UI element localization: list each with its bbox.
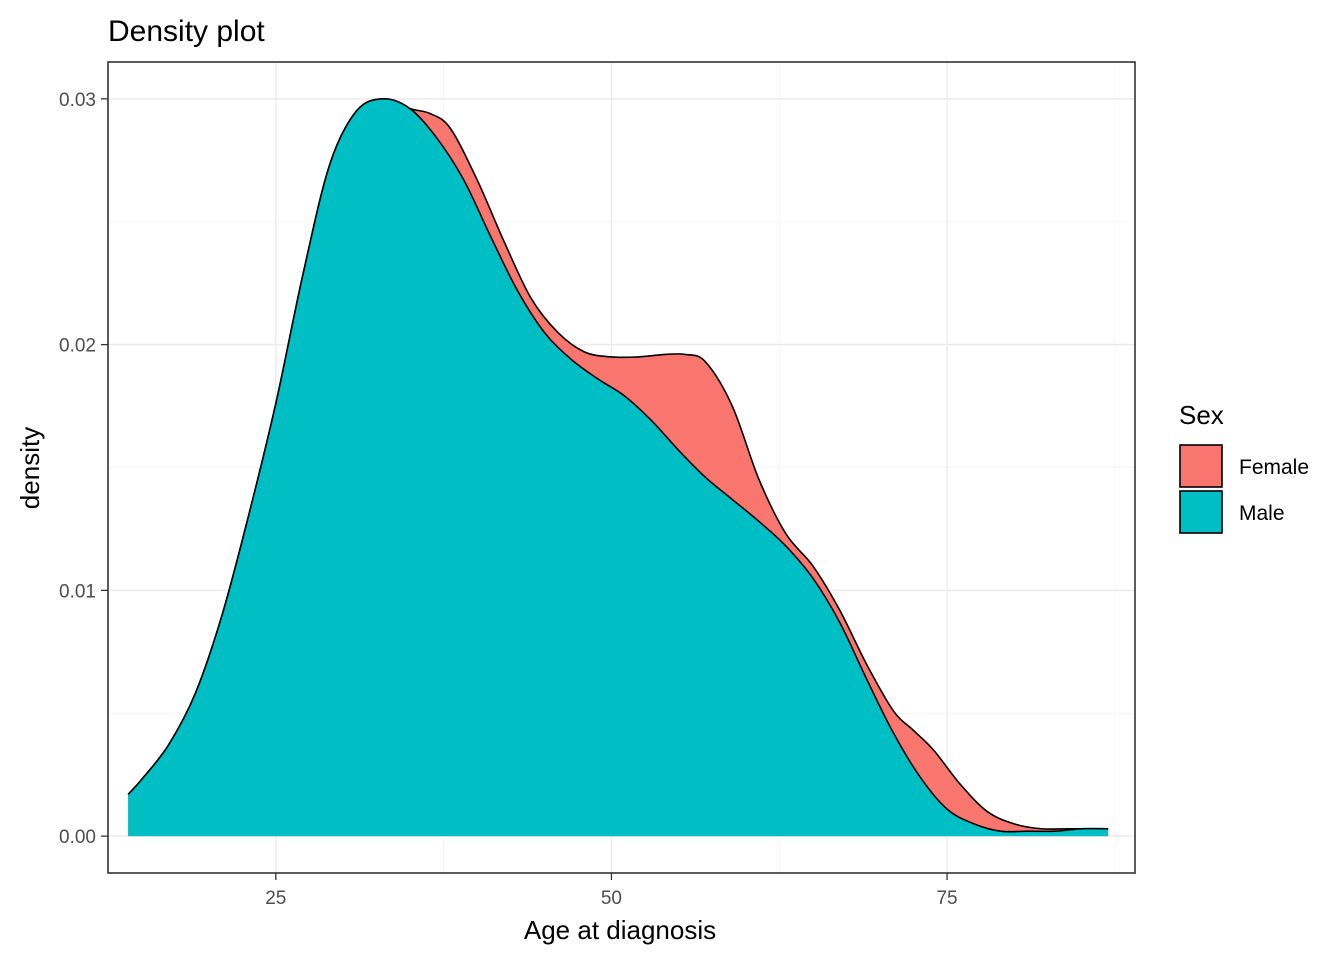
y-tick-label: 0.01 [59,581,96,602]
y-tick-label: 0.03 [59,90,96,111]
density-areas [127,98,1109,837]
chart-title: Density plot [108,15,265,48]
y-axis-title: density [15,427,45,509]
panel-border [107,61,1136,874]
density-outline-male [127,98,1109,833]
legend-key-female [1179,444,1223,488]
x-tick-label: 50 [601,888,622,909]
density-area-male [128,98,1109,837]
plot-panel [107,61,1136,874]
x-tick-label: 75 [936,888,957,909]
legend-label-male: Male [1239,502,1285,525]
x-tick-label: 25 [265,888,286,909]
x-axis: 25 50 75 [265,873,958,909]
legend-title: Sex [1179,400,1224,430]
legend-key-male [1179,490,1223,534]
legend: Sex Female Male [1179,400,1309,534]
y-tick-label: 0.02 [59,336,96,357]
y-tick-label: 0.00 [59,827,96,848]
legend-label-female: Female [1239,456,1309,479]
x-axis-title: Age at diagnosis [524,915,716,945]
y-axis: 0.00 0.01 0.02 0.03 [59,90,108,848]
